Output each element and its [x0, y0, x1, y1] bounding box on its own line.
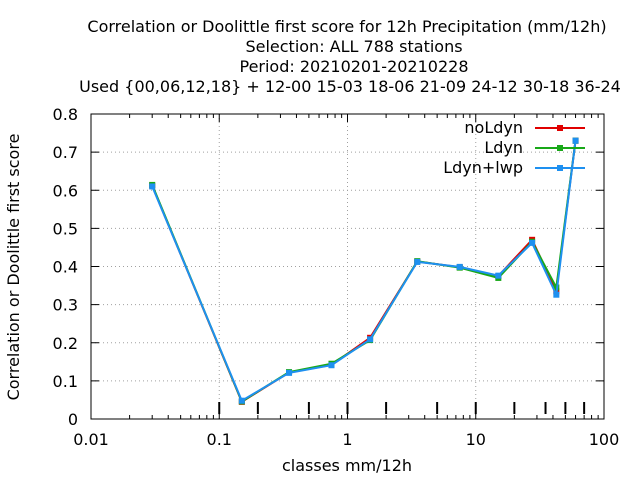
- y-tick-label: 0.5: [53, 219, 78, 238]
- class-boundary-ticks: [218, 402, 586, 414]
- y-tick-label: 0.2: [53, 334, 78, 353]
- series-noLdyn: [149, 137, 579, 405]
- title-line-4: Used {00,06,12,18} + 12-00 15-03 18-06 2…: [79, 77, 621, 96]
- data-point: [414, 258, 421, 265]
- x-tick-label: 0.1: [207, 430, 232, 449]
- legend-swatch-marker: [557, 165, 563, 171]
- x-tick-label: 1: [342, 430, 352, 449]
- data-point: [286, 369, 293, 376]
- legend-label: noLdyn: [464, 118, 523, 137]
- y-tick-label: 0.6: [53, 181, 78, 200]
- x-axis-label: classes mm/12h: [282, 456, 412, 475]
- data-point: [367, 336, 374, 343]
- y-tick-label: 0: [68, 410, 78, 429]
- data-point: [495, 272, 502, 279]
- data-point: [456, 263, 463, 270]
- data-point: [238, 397, 245, 404]
- series-Ldyn+lwp: [149, 137, 579, 404]
- data-point: [529, 239, 536, 246]
- x-tick-label: 10: [466, 430, 486, 449]
- title-line-3: Period: 20210201-20210228: [239, 57, 468, 76]
- y-tick-label: 0.4: [53, 258, 78, 277]
- grid: [91, 114, 604, 419]
- series-layer: [149, 137, 579, 405]
- data-point: [328, 362, 335, 369]
- data-point: [553, 291, 560, 298]
- y-tick-label: 0.3: [53, 296, 78, 315]
- y-tick-label: 0.7: [53, 143, 78, 162]
- series-line: [151, 140, 577, 403]
- legend-label: Ldyn: [484, 138, 523, 157]
- y-tick-label: 0.8: [53, 105, 78, 124]
- legend-label: Ldyn+lwp: [443, 158, 523, 177]
- series-line: [151, 140, 577, 403]
- x-tick-label: 100: [589, 430, 620, 449]
- series-line: [151, 140, 577, 402]
- x-axis-ticks: 0.01 0.1 1 10 100: [73, 114, 619, 449]
- data-point: [149, 183, 156, 190]
- x-tick-label: 0.01: [73, 430, 109, 449]
- legend-swatch-marker: [557, 145, 563, 151]
- y-axis-label: Correlation or Doolittle first score: [4, 134, 23, 401]
- chart-title: Correlation or Doolittle first score for…: [79, 17, 621, 96]
- legend-swatch-marker: [557, 125, 563, 131]
- series-Ldyn: [149, 137, 579, 405]
- y-axis-ticks: 0 0.1 0.2 0.3 0.4 0.5 0.6 0.7 0.8: [53, 105, 604, 429]
- title-line-1: Correlation or Doolittle first score for…: [87, 17, 606, 36]
- y-tick-label: 0.1: [53, 372, 78, 391]
- data-point: [572, 137, 579, 144]
- title-line-2: Selection: ALL 788 stations: [245, 37, 462, 56]
